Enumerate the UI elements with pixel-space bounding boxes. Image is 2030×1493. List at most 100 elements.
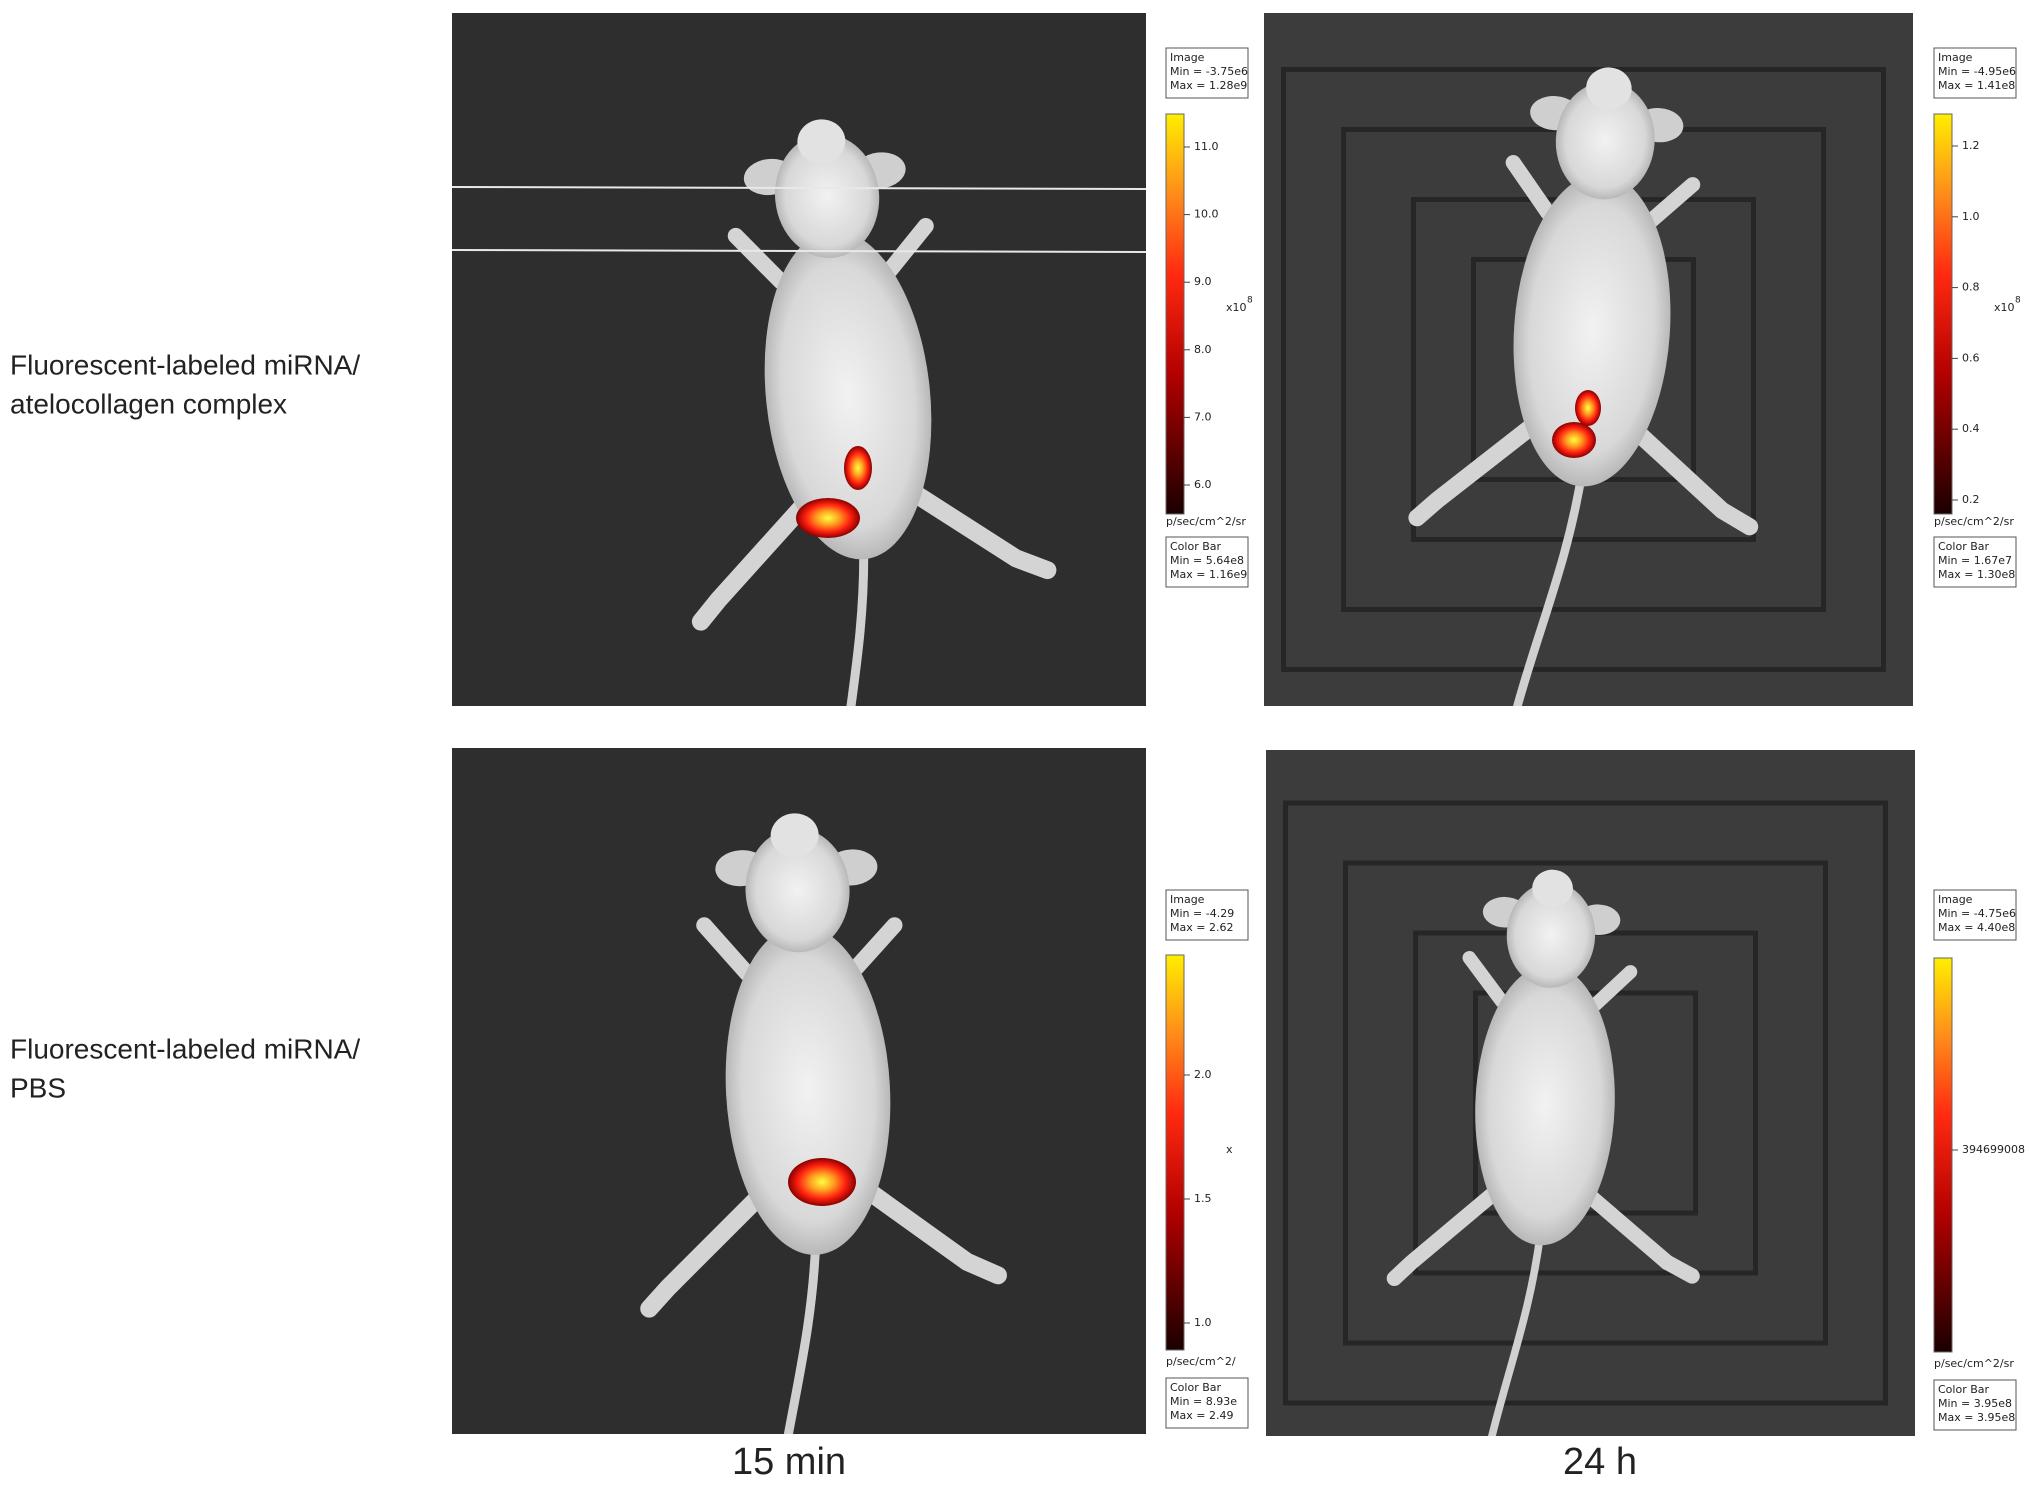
colorbar-title: Color Bar <box>1938 1383 1990 1396</box>
color-bar <box>1165 113 1185 515</box>
column-label: 15 min <box>732 1441 846 1483</box>
fluorescence-signal <box>844 446 872 490</box>
mouse-leg <box>1462 950 1509 1009</box>
mouse <box>691 119 1057 706</box>
colorbar-min: Min = 8.93e <box>1170 1395 1237 1408</box>
mouse-head <box>774 134 880 258</box>
legend-box <box>1933 47 2017 99</box>
tick-label: 2.0 <box>1194 1068 1212 1081</box>
mouse-tail <box>1476 1228 1545 1436</box>
legend-min: Min = -3.75e6 <box>1170 65 1248 78</box>
fluorescence-signal <box>1552 422 1596 458</box>
colorbar-box <box>1933 536 2017 588</box>
legend-max: Max = 2.62 <box>1170 921 1233 934</box>
tick-label: 394699008 <box>1962 1143 2025 1156</box>
unit-label: p/sec/cm^2/sr <box>1934 515 2014 528</box>
mouse-leg <box>899 480 1057 580</box>
colorbar-max: Max = 1.16e9 <box>1170 568 1247 581</box>
colorbar-box <box>1165 1377 1249 1429</box>
tick-label: 9.0 <box>1194 275 1212 288</box>
tick-label: 0.4 <box>1962 422 1980 435</box>
image <box>1266 750 1915 1436</box>
mouse-snout <box>1532 869 1573 908</box>
mouse-leg <box>1576 1183 1700 1284</box>
colorbar-min: Min = 1.67e7 <box>1938 554 2012 567</box>
mouse-tail <box>1501 467 1587 706</box>
tick-label: 0.2 <box>1962 493 1980 506</box>
tick-label: 11.0 <box>1194 140 1219 153</box>
legend-min: Min = -4.75e6 <box>1938 907 2016 920</box>
tick-label: 1.0 <box>1194 1316 1212 1329</box>
mouse-leg <box>882 217 934 278</box>
legend-min: Min = -4.29 <box>1170 907 1234 920</box>
image <box>452 13 1146 706</box>
colorbar-min: Min = 5.64e8 <box>1170 554 1244 567</box>
image <box>452 748 1146 1434</box>
fluorescence-signal <box>1575 390 1601 426</box>
legend-title: Image <box>1938 51 1973 64</box>
scale-exponent: x10 <box>1994 301 2015 314</box>
fluorescence-signal <box>788 1158 856 1206</box>
mouse-leg <box>1408 412 1547 527</box>
mouse-leg <box>696 917 755 982</box>
column-label: 24 h <box>1563 1441 1637 1483</box>
scan-line <box>452 249 1146 253</box>
row-label: Fluorescent-labeled miRNA/ <box>10 1033 360 1064</box>
colorbar-max: Max = 1.30e8 <box>1938 568 2015 581</box>
legend-title: Image <box>1170 51 1205 64</box>
mouse-leg <box>727 227 789 290</box>
tick-label: 8.0 <box>1194 343 1212 356</box>
tick-label: 1.0 <box>1962 210 1980 223</box>
colorbar-title: Color Bar <box>1170 540 1222 553</box>
mouse-leg <box>1588 965 1638 1012</box>
tick-label: 7.0 <box>1194 410 1212 423</box>
tick-label: 6.0 <box>1194 478 1212 491</box>
mouse-body <box>1475 964 1615 1246</box>
tick-label: 0.6 <box>1962 351 1980 364</box>
color-bar <box>1933 113 1953 515</box>
mouse-tail <box>830 539 869 706</box>
mouse <box>1386 869 1700 1436</box>
colorbar-max: Max = 3.95e8 <box>1938 1411 2015 1424</box>
row-label: atelocollagen complex <box>10 388 287 419</box>
legend-title: Image <box>1938 893 1973 906</box>
colorbar-box <box>1165 536 1249 588</box>
scale-exponent: x10 <box>1226 301 1247 314</box>
mouse-snout <box>1586 67 1632 110</box>
legend-max: Max = 4.40e8 <box>1938 921 2015 934</box>
scale-power: 8 <box>2015 296 2021 306</box>
row-label: PBS <box>10 1072 66 1103</box>
mouse-leg <box>1386 1180 1508 1286</box>
tick-label: 10.0 <box>1194 208 1219 221</box>
mouse <box>1408 67 1759 706</box>
legend-box <box>1933 889 2017 941</box>
mouse-leg <box>691 490 818 631</box>
colorbar-title: Color Bar <box>1938 540 1990 553</box>
colorbar-title: Color Bar <box>1170 1381 1222 1394</box>
legend-title: Image <box>1170 893 1205 906</box>
unit-label: p/sec/cm^2/sr <box>1934 1357 2014 1370</box>
mouse-leg <box>848 917 903 976</box>
platform-square <box>1283 800 1888 1406</box>
scale-exponent: x <box>1226 1143 1233 1156</box>
platform-square <box>1343 860 1828 1346</box>
mouse-body <box>764 230 932 560</box>
colorbar-max: Max = 2.49 <box>1170 1409 1233 1422</box>
colorbar-min: Min = 3.95e8 <box>1938 1397 2012 1410</box>
platform-square <box>1281 67 1886 672</box>
mouse-head <box>1555 81 1655 200</box>
legend-max: Max = 1.41e8 <box>1938 79 2015 92</box>
image <box>1264 13 1913 706</box>
scale-power: 8 <box>1247 296 1253 306</box>
legend-box <box>1165 889 1249 941</box>
unit-label: p/sec/cm^2/ <box>1166 1355 1236 1368</box>
mouse-leg <box>1624 419 1759 536</box>
legend-box <box>1165 47 1249 99</box>
color-bar <box>1165 954 1185 1351</box>
mouse-body <box>1513 173 1671 487</box>
